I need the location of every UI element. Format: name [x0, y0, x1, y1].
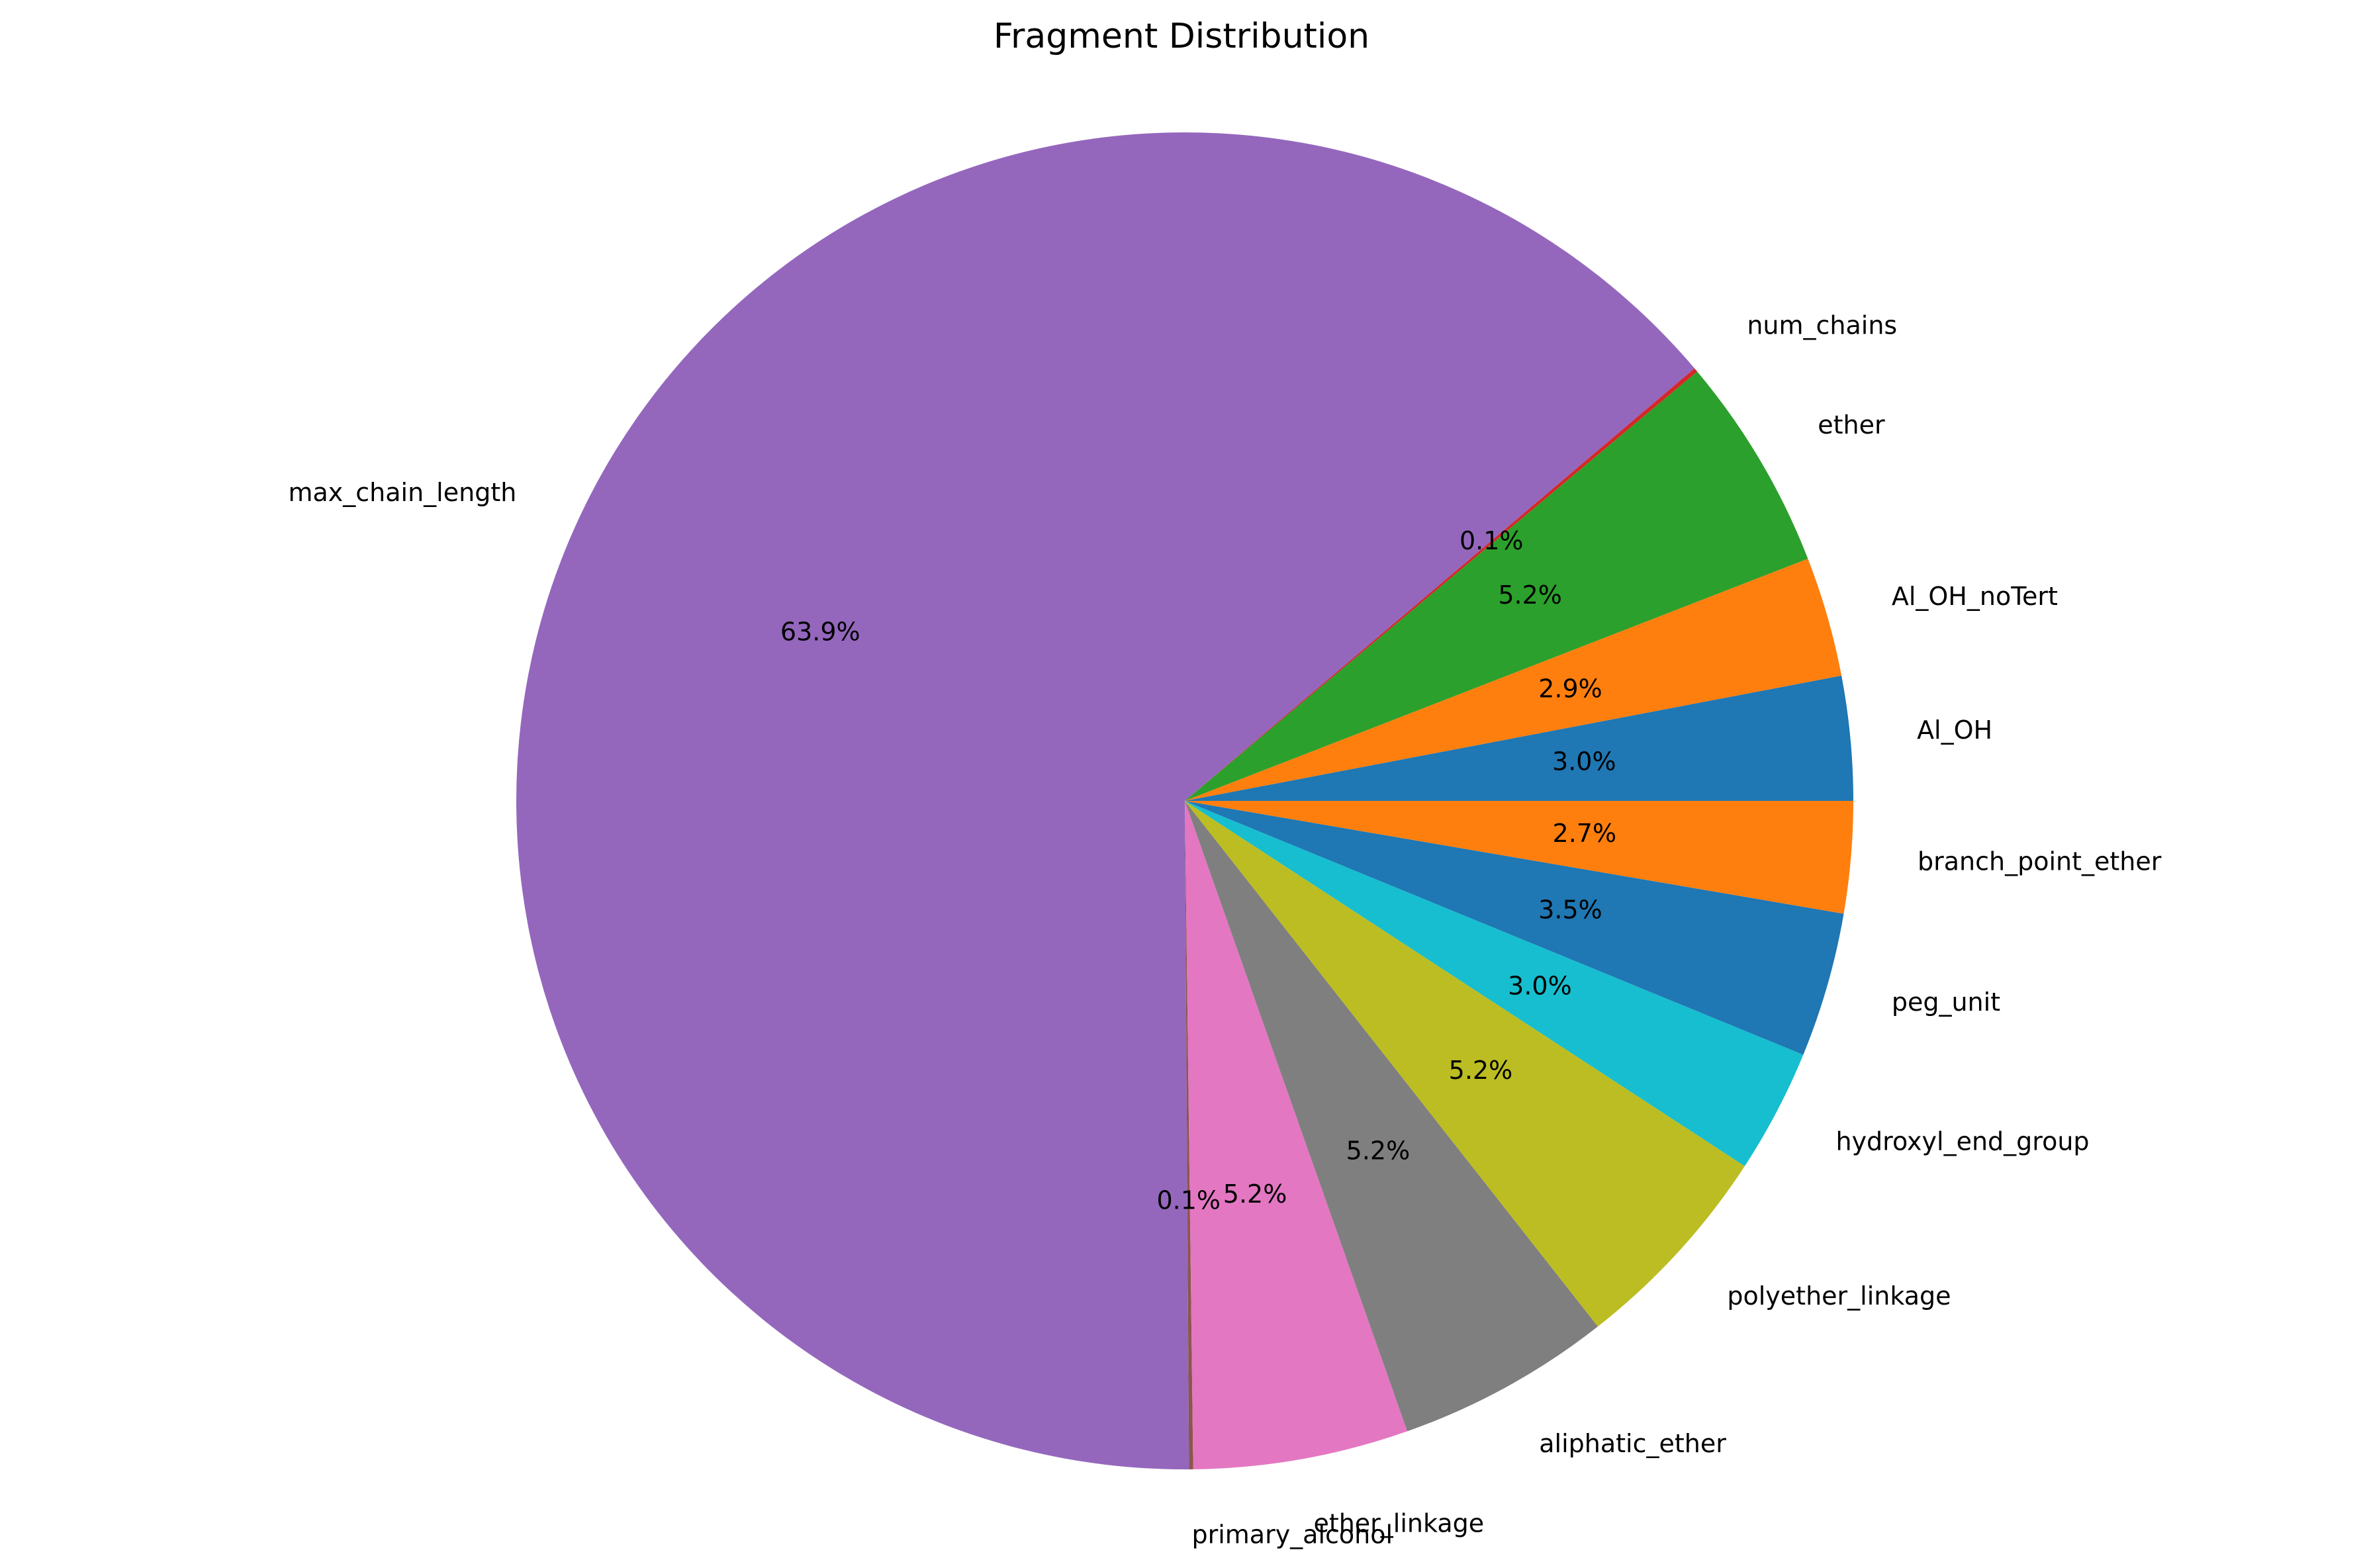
percent-label-ether-linkage: 5.2% [1223, 1179, 1287, 1209]
pie-slice-hydroxyl-end-group [1185, 801, 1804, 1166]
slice-label-polyether-linkage: polyether_linkage [1727, 1281, 1951, 1311]
pie-slice-al-oh [1185, 675, 1853, 801]
percent-label-peg-unit: 3.5% [1538, 896, 1602, 925]
slice-label-max-chain-length: max_chain_length [288, 478, 516, 507]
slice-label-ether: ether [1818, 410, 1885, 439]
percent-label-branch-point-ether: 2.7% [1553, 819, 1617, 848]
pie-slice-al-oh-notert [1185, 559, 1842, 801]
percent-label-al-oh-notert: 2.9% [1538, 674, 1602, 703]
percent-label-num-chains: 0.1% [1460, 526, 1524, 555]
pie-slice-peg-unit [1185, 801, 1844, 1055]
percent-label-aliphatic-ether: 5.2% [1346, 1136, 1411, 1166]
slice-label-al-oh-notert: Al_OH_noTert [1892, 582, 2058, 611]
slice-label-primary-alcohol: primary_alcohol [1191, 1520, 1393, 1549]
percent-labels: 3.0%2.9%5.2%0.1%63.9%0.1% 5.2%5.2%5.2%3.0… [780, 526, 1616, 1215]
pie-slice-primary-alcohol [1185, 801, 1193, 1469]
percent-label-max-chain-length: 63.9% [780, 618, 860, 647]
pie-slice-ether-linkage [1185, 801, 1408, 1469]
slice-label-al-oh: Al_OH [1917, 715, 1992, 745]
slice-label-hydroxyl-end-group: hydroxyl_end_group [1835, 1127, 2089, 1156]
slice-label-num-chains: num_chains [1747, 310, 1897, 340]
percent-label-polyether-linkage: 5.2% [1449, 1056, 1513, 1085]
slice-label-branch-point-ether: branch_point_ether [1918, 847, 2162, 876]
chart-title: Fragment Distribution [994, 17, 1369, 56]
percent-label-hydroxyl-end-group: 3.0% [1508, 971, 1572, 1000]
percent-label-ether: 5.2% [1498, 580, 1562, 610]
percent-label-primary-alcohol: 0.1% [1156, 1185, 1221, 1215]
percent-label-al-oh: 3.0% [1552, 747, 1616, 776]
pie-slice-branch-point-ether [1185, 801, 1853, 914]
pie-slices [516, 132, 1853, 1469]
slice-label-aliphatic-ether: aliphatic_ether [1539, 1429, 1726, 1458]
slice-label-peg-unit: peg_unit [1892, 988, 2000, 1017]
pie-slice-num-chains [1185, 368, 1698, 801]
pie-slice-aliphatic-ether [1185, 801, 1598, 1432]
pie-slice-ether [1185, 371, 1808, 801]
pie-slice-max-chain-length [516, 132, 1695, 1469]
slice-name-labels: Al_OH Al_OH_noTert ether num_chains max_chai… [288, 310, 2161, 1549]
pie-slice-polyether-linkage [1185, 801, 1745, 1327]
slice-label-ether-linkage: ether_linkage [1313, 1508, 1484, 1538]
